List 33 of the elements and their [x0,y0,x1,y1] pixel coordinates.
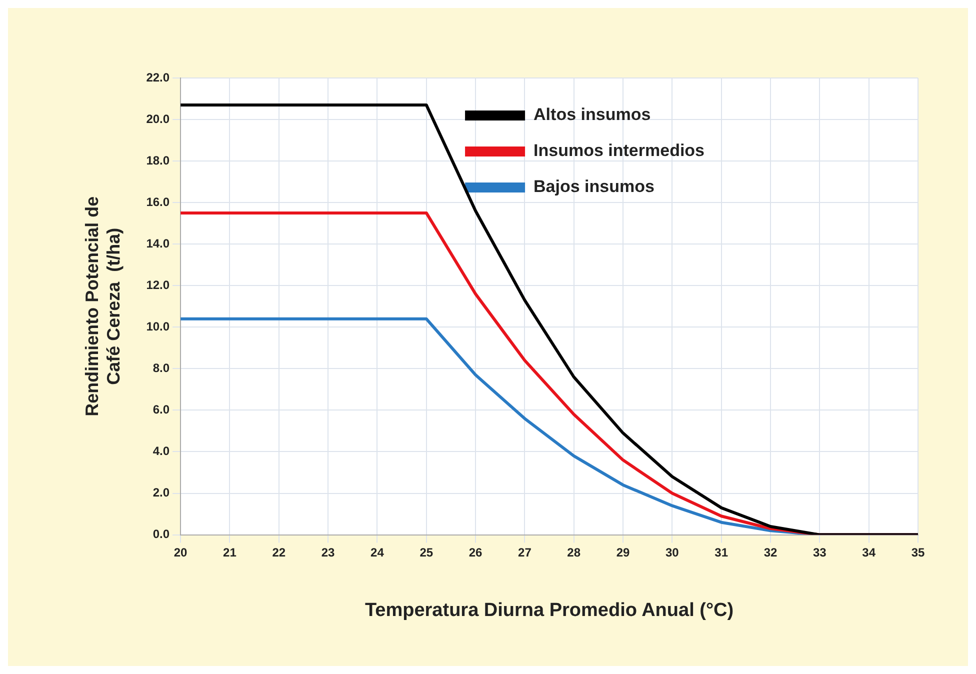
x-tick-label: 24 [370,545,384,560]
legend-label: Bajos insumos [534,177,654,196]
y-tick-label: 22.0 [146,70,170,84]
x-tick-label: 31 [714,545,728,560]
x-tick-label: 27 [518,545,532,560]
x-tick-label: 22 [272,545,286,560]
y-tick-label: 16.0 [146,194,170,209]
y-tick-label: 20.0 [146,112,170,126]
y-tick-label: 4.0 [152,444,170,458]
legend-label: Insumos intermedios [534,141,705,160]
x-tick-label: 32 [764,545,778,560]
x-tick-label: 20 [174,545,188,560]
x-axis-title: Temperatura Diurna Promedio Anual (°C) [364,600,734,621]
y-tick-label: 14.0 [146,236,170,250]
x-tick-label: 34 [862,545,876,560]
x-tick-label: 28 [567,545,581,560]
x-tick-label: 30 [666,545,680,560]
y-tick-label: 18.0 [146,153,170,168]
x-tick-label: 35 [911,545,925,560]
x-tick-label: 33 [812,545,827,560]
x-tick-label: 21 [223,545,237,560]
x-tick-label: 29 [616,545,630,560]
y-tick-label: 6.0 [152,402,170,417]
y-tick-label: 10.0 [146,319,170,334]
y-tick-label: 0.0 [152,527,170,542]
y-tick-label: 2.0 [152,486,170,500]
x-tick-label: 26 [468,545,483,560]
x-tick-label: 25 [420,545,434,560]
y-tick-label: 12.0 [146,278,170,292]
y-tick-label: 8.0 [152,361,170,376]
y-axis-title: Rendimiento Potencial de Café Cereza (t/ha) [82,196,124,416]
x-tick-label: 23 [321,545,336,560]
legend-label: Altos insumos [534,105,651,124]
